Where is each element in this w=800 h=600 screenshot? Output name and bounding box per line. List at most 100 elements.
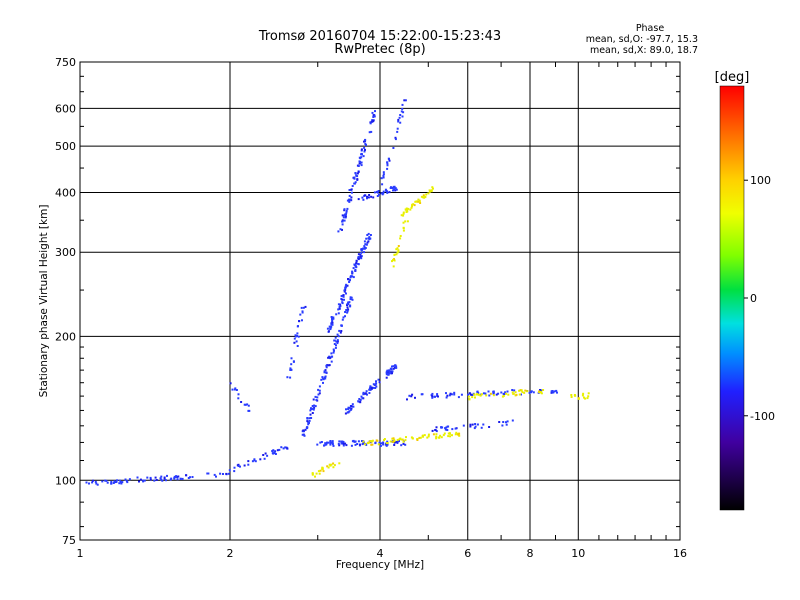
data-point: [343, 214, 346, 217]
data-point: [553, 390, 556, 393]
data-point: [323, 370, 326, 373]
data-point: [357, 400, 360, 403]
data-point: [296, 332, 299, 335]
data-point: [370, 386, 373, 389]
data-point: [334, 346, 337, 349]
data-point: [296, 345, 299, 347]
data-point: [356, 178, 359, 181]
data-point: [349, 296, 352, 299]
data-point: [346, 303, 349, 305]
data-point: [139, 478, 142, 481]
data-point: [338, 307, 341, 310]
data-point: [337, 335, 340, 338]
data-point: [397, 118, 400, 121]
data-point: [540, 389, 543, 392]
data-point: [330, 316, 333, 318]
data-point: [206, 472, 209, 475]
data-point: [348, 198, 351, 201]
data-point: [207, 472, 210, 475]
data-point: [302, 429, 305, 432]
data-point: [514, 391, 517, 394]
data-point: [402, 442, 405, 445]
data-point: [289, 367, 292, 370]
data-point: [247, 460, 250, 463]
data-point: [365, 243, 368, 246]
data-point: [91, 481, 94, 484]
data-point: [400, 438, 403, 441]
data-point: [328, 355, 331, 358]
data-point: [495, 393, 498, 396]
data-point: [349, 298, 352, 301]
data-point: [315, 399, 318, 401]
data-point: [350, 191, 353, 194]
data-point: [143, 479, 146, 482]
data-point: [405, 211, 408, 213]
data-point: [370, 130, 373, 133]
x-tick-label: 6: [464, 547, 471, 560]
data-point: [350, 444, 353, 447]
data-point: [471, 423, 474, 426]
data-point: [431, 429, 434, 432]
data-point: [293, 337, 296, 340]
data-point: [219, 472, 222, 475]
data-point: [385, 373, 388, 376]
data-point: [166, 474, 168, 477]
data-point: [339, 331, 342, 334]
y-axis-ticks: 75 100 200 300 400 500 600 750: [55, 56, 680, 547]
data-point: [446, 429, 449, 431]
data-point: [113, 480, 116, 483]
data-point: [348, 200, 351, 203]
data-point: [176, 478, 179, 481]
data-point: [363, 251, 365, 254]
data-point: [392, 265, 395, 268]
data-point: [321, 376, 324, 379]
data-point: [339, 228, 342, 231]
data-point: [361, 443, 364, 446]
data-point: [339, 305, 342, 308]
data-point: [518, 389, 521, 392]
phase-annotation-o-mode: mean, sd,O: -97.7, 15.3: [586, 34, 698, 45]
data-point: [417, 198, 420, 201]
data-point: [414, 200, 417, 203]
data-point: [449, 435, 451, 438]
data-point: [235, 389, 238, 391]
data-point: [389, 440, 392, 443]
data-point: [308, 417, 311, 420]
data-point: [430, 189, 433, 192]
data-point: [392, 367, 395, 370]
data-point: [213, 473, 216, 476]
data-point: [118, 482, 121, 485]
data-point: [332, 444, 335, 447]
data-point: [360, 395, 363, 398]
data-point: [262, 454, 265, 456]
data-point: [480, 393, 483, 396]
data-point: [520, 393, 522, 396]
y-tick-label: 750: [55, 56, 76, 69]
data-point: [396, 127, 399, 130]
data-point: [358, 398, 361, 400]
data-point: [539, 389, 541, 391]
data-point: [372, 386, 375, 389]
data-point: [335, 340, 338, 343]
data-point: [398, 116, 401, 119]
data-point: [341, 302, 344, 305]
data-point: [344, 442, 347, 445]
data-point: [327, 441, 330, 444]
data-point: [507, 393, 510, 396]
data-point: [351, 270, 354, 273]
data-point: [512, 392, 515, 395]
data-point: [410, 206, 413, 209]
data-point: [382, 190, 385, 193]
data-point: [587, 395, 590, 398]
data-point: [282, 447, 285, 450]
data-point: [399, 121, 402, 124]
data-point: [374, 442, 377, 445]
data-point: [386, 190, 389, 193]
data-point: [435, 435, 438, 438]
data-point: [280, 446, 283, 449]
data-point: [405, 436, 407, 439]
data-point: [330, 325, 333, 328]
data-point: [445, 396, 448, 399]
